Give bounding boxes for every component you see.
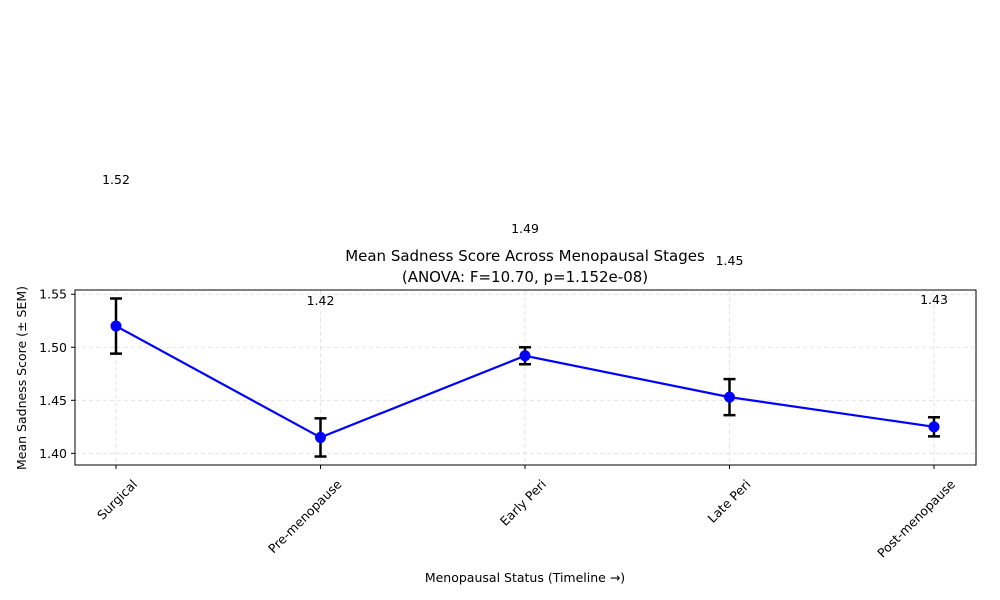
x-tick-label: Early Peri <box>497 477 549 529</box>
x-axis-label: Menopausal Status (Timeline →) <box>425 570 625 585</box>
data-point <box>110 320 122 332</box>
plot-series <box>110 297 940 458</box>
y-axis-label: Mean Sadness Score (± SEM) <box>14 286 29 470</box>
data-point <box>519 350 531 362</box>
x-tick-label: Surgical <box>94 477 140 523</box>
y-tick-label: 1.45 <box>39 393 67 408</box>
data-label: 1.42 <box>307 293 335 308</box>
y-tick-label: 1.40 <box>39 446 67 461</box>
chart-title-line-2: (ANOVA: F=10.70, p=1.152e-08) <box>402 268 648 286</box>
data-label: 1.52 <box>102 172 130 187</box>
x-tick-label: Pre-menopause <box>265 476 345 556</box>
data-point <box>724 391 735 403</box>
y-tick-label: 1.55 <box>39 287 67 302</box>
y-axis-ticks: 1.40 1.45 1.50 1.55 <box>39 287 75 461</box>
data-labels: 1.52 1.42 1.49 1.45 1.43 <box>102 172 948 308</box>
data-label: 1.45 <box>716 253 744 268</box>
data-point <box>315 431 326 443</box>
data-label: 1.43 <box>920 292 948 307</box>
x-tick-label: Late Peri <box>704 477 753 526</box>
y-tick-label: 1.50 <box>39 340 67 355</box>
x-axis-ticks: Surgical Pre-menopause Early Peri Late Peri… <box>94 465 958 561</box>
data-label: 1.49 <box>511 221 539 236</box>
x-tick-label: Post-menopause <box>874 476 958 560</box>
data-point <box>928 421 940 433</box>
chart-title-line-1: Mean Sadness Score Across Menopausal Sta… <box>345 247 705 265</box>
